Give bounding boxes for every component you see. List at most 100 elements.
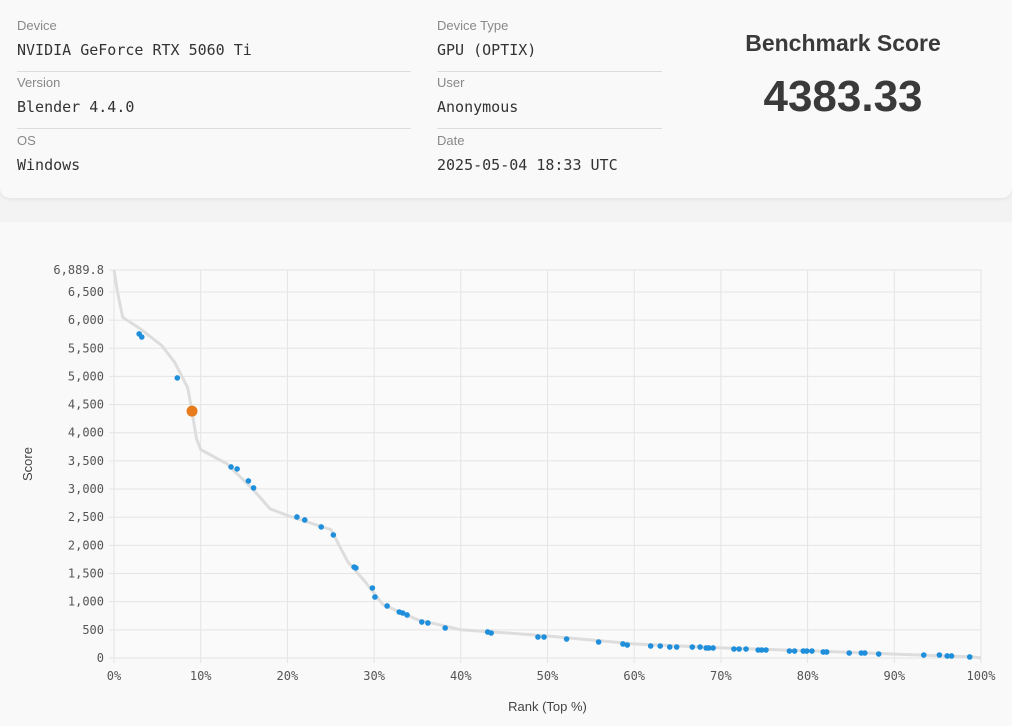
x-tick-label: 50% [537,669,559,683]
device-field: Device NVIDIA GeForce RTX 5060 Ti [17,18,411,72]
data-point [318,524,325,530]
data-point [294,514,300,520]
data-point [245,478,252,484]
data-point [330,532,337,538]
device-info-card: Device NVIDIA GeForce RTX 5060 Ti Versio… [0,0,1012,198]
data-point [425,620,431,626]
benchmark-score-title: Benchmark Score [745,30,941,56]
y-tick-label: 4,500 [68,398,104,412]
data-point [948,653,955,659]
data-point [404,612,410,618]
data-point [862,650,868,656]
data-point [966,654,973,660]
data-point [138,334,145,340]
data-point [710,645,716,651]
data-point [666,644,673,650]
x-tick-label: 40% [450,669,472,683]
os-label: OS [17,133,36,148]
os-value: Windows [17,156,81,174]
data-point [736,646,742,652]
device-value: NVIDIA GeForce RTX 5060 Ti [17,41,252,59]
date-label: Date [437,133,465,148]
data-point [791,648,798,654]
device-type-label: Device Type [437,18,509,33]
data-point [301,517,308,523]
date-value: 2025-05-04 18:33 UTC [437,156,618,174]
y-tick-label: 3,500 [68,454,104,468]
y-tick-label: 0 [97,651,104,665]
data-point [541,634,547,640]
device-type-value: GPU (OPTIX) [437,41,537,59]
data-point [620,641,626,647]
data-point [758,647,765,653]
data-point [399,610,406,616]
user-value: Anonymous [437,98,519,116]
y-axis-label: Score [20,447,35,481]
x-tick-label: 10% [190,669,212,683]
benchmark-score-value: 4383.33 [763,72,923,121]
x-axis-label: Rank (Top %) [508,699,587,714]
data-point [731,646,737,652]
version-label: Version [17,75,61,90]
data-point [624,642,631,648]
data-point [353,565,359,571]
x-tick-label: 80% [797,669,819,683]
data-point [743,646,749,652]
data-point [920,652,927,658]
data-point [936,652,943,658]
data-point [488,630,494,636]
data-point [372,594,378,600]
data-point [535,634,541,640]
data-point [647,643,654,649]
data-point [944,653,950,659]
data-point [673,644,680,650]
data-point [846,650,853,656]
data-point [763,647,769,653]
data-point [595,639,602,645]
device-label: Device [17,18,57,33]
x-tick-label: 60% [623,669,645,683]
data-point [657,643,664,649]
date-field: Date 2025-05-04 18:33 UTC [437,133,662,174]
y-tick-label: 6,000 [68,313,104,327]
data-point [786,648,793,654]
os-field: OS Windows [17,133,411,174]
data-point [875,651,882,657]
y-tick-label: 1,500 [68,567,104,581]
x-tick-label: 100% [967,669,997,683]
x-tick-label: 70% [710,669,732,683]
user-label: User [437,75,465,90]
version-value: Blender 4.4.0 [17,98,135,116]
data-point [705,645,712,651]
data-point [369,585,376,591]
data-point [689,644,696,650]
device-type-field: Device Type GPU (OPTIX) [437,18,662,72]
y-tick-label: 5,000 [68,369,104,383]
y-tick-label: 2,500 [68,510,104,524]
y-tick-label: 2,000 [68,538,104,552]
data-point [174,375,181,381]
y-tick-label: 4,000 [68,426,104,440]
data-point [228,464,234,470]
data-point [250,485,257,491]
y-tick-label: 6,500 [68,285,104,299]
data-point [384,603,390,609]
y-tick-label: 3,000 [68,482,104,496]
current-result-point [186,405,198,417]
data-point [803,648,810,654]
x-tick-label: 20% [277,669,299,683]
y-tick-label: 5,500 [68,341,104,355]
y-tick-label: 500 [82,623,104,637]
data-point [697,644,703,650]
data-point [823,649,830,655]
x-tick-label: 30% [363,669,385,683]
y-tick-label: 6,889.8 [53,263,104,277]
y-tick-label: 1,000 [68,595,104,609]
x-tick-label: 90% [883,669,905,683]
version-field: Version Blender 4.4.0 [17,75,411,129]
data-point [418,619,425,625]
x-tick-label: 0% [107,669,122,683]
user-field: User Anonymous [437,75,662,129]
data-point [809,648,815,654]
